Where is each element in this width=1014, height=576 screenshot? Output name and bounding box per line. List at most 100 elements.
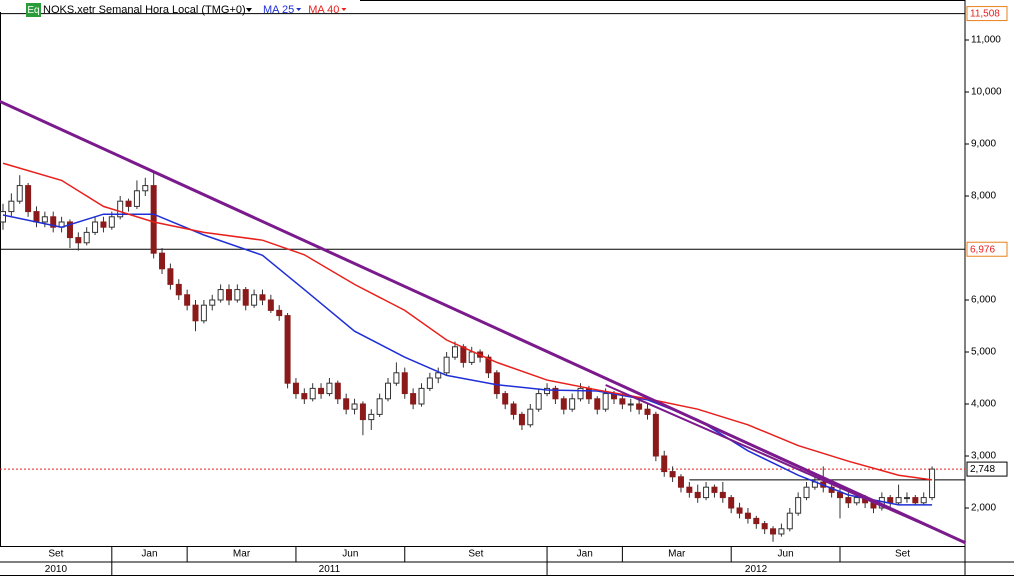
candle-body [803, 486, 810, 499]
candle-body [100, 221, 107, 228]
candle-body [677, 476, 684, 488]
candle-body [594, 398, 601, 410]
candle-body [602, 393, 609, 410]
candle-body [485, 356, 492, 374]
candle-body [117, 200, 124, 218]
candle-body [200, 304, 207, 322]
candle-body [560, 398, 567, 410]
candle-body [309, 387, 316, 400]
candle-body [711, 486, 718, 493]
candle-body [142, 185, 149, 192]
candle-body [518, 413, 525, 426]
candle-body [209, 299, 216, 306]
candle-body [217, 289, 224, 301]
year-label: 2012 [745, 564, 768, 575]
candle-body [376, 398, 383, 415]
candle-body [510, 403, 517, 415]
candle-body [234, 289, 241, 301]
candle-body [225, 289, 232, 301]
candle-body [435, 372, 442, 379]
candle-body [133, 190, 140, 207]
candle-body [544, 387, 551, 395]
candle-body [326, 382, 333, 395]
month-label: Jun [342, 549, 358, 560]
candle-body [703, 486, 710, 499]
legend-dropdown[interactable] [341, 8, 347, 11]
y-tick-label: 4,000 [971, 399, 996, 410]
candle-body [694, 491, 701, 499]
candle-body [393, 372, 400, 384]
candle-body [276, 309, 283, 317]
y-tick-label: 5,000 [971, 347, 996, 358]
y-tick-label: 11,000 [971, 35, 1001, 46]
candle-body [259, 294, 266, 301]
y-tick-label: 8,000 [971, 191, 996, 202]
header-bg [0, 0, 360, 12]
legend-entry[interactable]: MA 25 [263, 4, 294, 16]
dropdown[interactable] [246, 8, 252, 12]
candle-body [527, 408, 534, 426]
candle-body [92, 221, 99, 233]
candle-body [903, 497, 910, 500]
candle-body [108, 216, 115, 228]
candle-body [41, 216, 48, 223]
month-label: Set [48, 549, 63, 560]
candle-body [251, 294, 258, 306]
candle-body [368, 413, 375, 421]
y-tick-label: 6,000 [971, 295, 996, 306]
candle-body [125, 200, 132, 207]
candle-body [83, 231, 90, 244]
legend-entry[interactable]: MA 40 [308, 4, 339, 16]
candle-body [644, 408, 651, 415]
month-label: Mar [668, 549, 686, 560]
ma-line [2, 213, 933, 506]
candle-body [761, 523, 768, 530]
candle-body [184, 294, 191, 306]
candle-body [929, 468, 936, 499]
candle-body [343, 398, 350, 410]
candle-body [619, 398, 626, 405]
candle-body [50, 216, 57, 228]
badge-text: Eq [27, 5, 39, 16]
candle-body [192, 304, 199, 322]
y-tick-label: 3,000 [971, 451, 996, 462]
candle-body [895, 497, 902, 504]
candle-body [920, 497, 927, 504]
month-label: Set [895, 549, 910, 560]
level-box [966, 241, 1008, 257]
trendline [605, 384, 933, 529]
badge [26, 3, 41, 17]
candle-body [410, 393, 417, 405]
legend-dropdown[interactable] [296, 8, 302, 11]
candle-body [443, 356, 450, 374]
candle-body [66, 221, 73, 239]
candle-body [786, 512, 793, 530]
month-label: Jan [577, 549, 593, 560]
month-label: Set [468, 549, 483, 560]
level-label: 11,508 [970, 9, 1000, 20]
candle-body [334, 382, 341, 400]
level-label: 2,748 [970, 464, 995, 475]
candle-body [33, 211, 40, 223]
ma-line [2, 162, 933, 481]
level-box [966, 6, 1008, 22]
candle-body [426, 377, 433, 389]
month-label: Jun [778, 549, 794, 560]
candle-body [150, 185, 157, 254]
candle-body [686, 486, 693, 493]
candle-body [569, 398, 576, 410]
candle-body [636, 403, 643, 410]
candle-body [301, 393, 308, 400]
candle-body [318, 387, 325, 395]
candle-body [887, 497, 894, 504]
candle-body [0, 211, 6, 223]
candle-body [627, 403, 634, 406]
candle-body [845, 497, 852, 504]
candle-body [451, 346, 458, 358]
candle-body [460, 346, 467, 363]
candle-body [159, 252, 166, 270]
candle-body [728, 497, 735, 509]
y-tick-label: 10,000 [971, 87, 1002, 98]
